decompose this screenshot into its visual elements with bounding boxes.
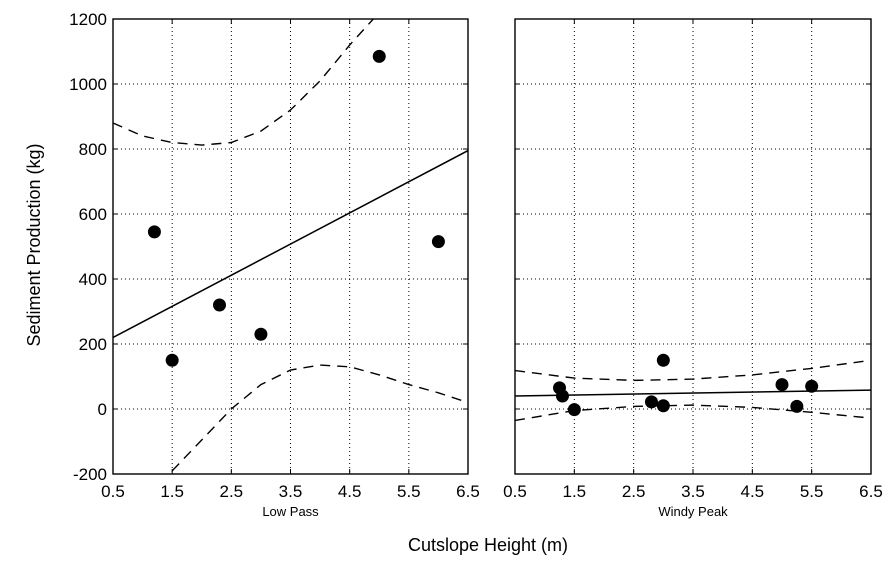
data-point [555,389,569,403]
panel-label: Low Pass [262,504,319,519]
data-point [147,225,161,239]
data-point [165,353,179,367]
panels: 0.5 1.5 2.5 3.5 4.5 5.5 6.5 -200 0 200 400 600 800 10… [69,10,883,519]
data-point [372,49,386,63]
panel-2: 0.5 1.5 2.5 3.5 4.5 5.5 6.5 Windy Peak [503,18,883,519]
x-tick-label: 1.5 [563,482,587,501]
y-tick-label: 0 [98,400,107,419]
confidence-lower-curve [171,364,468,472]
x-tick-label: 3.5 [279,482,303,501]
y-tick-label: 600 [79,205,107,224]
data-point [775,378,789,392]
y-tick-label: 200 [79,335,107,354]
panel-label: Windy Peak [658,504,728,519]
data-point [805,379,819,393]
data-point [656,353,670,367]
confidence-upper-curve [515,359,871,382]
data-point [213,298,226,312]
x-tick-label: 4.5 [338,482,362,501]
y-tick-label: 1200 [69,10,107,29]
x-axis-title: Cutslope Height (m) [408,535,568,555]
y-tick-label: 1000 [69,75,107,94]
x-tick-label: 6.5 [859,482,883,501]
x-tick-label: 2.5 [622,482,646,501]
regression-line [113,149,468,339]
panel-series [113,19,468,472]
data-point [790,399,804,413]
data-point [656,399,670,413]
x-tick-label: 2.5 [220,482,244,501]
x-tick-label: 4.5 [741,482,765,501]
data-point [431,235,445,249]
data-point [567,403,581,417]
data-point [644,395,658,409]
x-tick-label: 5.5 [800,482,824,501]
y-tick-label: 800 [79,140,107,159]
y-tick-label: 400 [79,270,107,289]
y-tick-label: -200 [73,465,107,484]
x-tick-label: 3.5 [681,482,705,501]
y-axis-title: Sediment Production (kg) [24,143,44,346]
x-tick-label: 1.5 [160,482,184,501]
panel-1: 0.5 1.5 2.5 3.5 4.5 5.5 6.5 -200 0 200 400 600 800 10… [69,10,480,519]
x-tick-label: 5.5 [397,482,421,501]
x-tick-label: 0.5 [101,482,125,501]
x-tick-label: 6.5 [456,482,480,501]
confidence-upper-curve [113,19,374,146]
x-tick-label: 0.5 [503,482,527,501]
data-point [254,327,268,341]
